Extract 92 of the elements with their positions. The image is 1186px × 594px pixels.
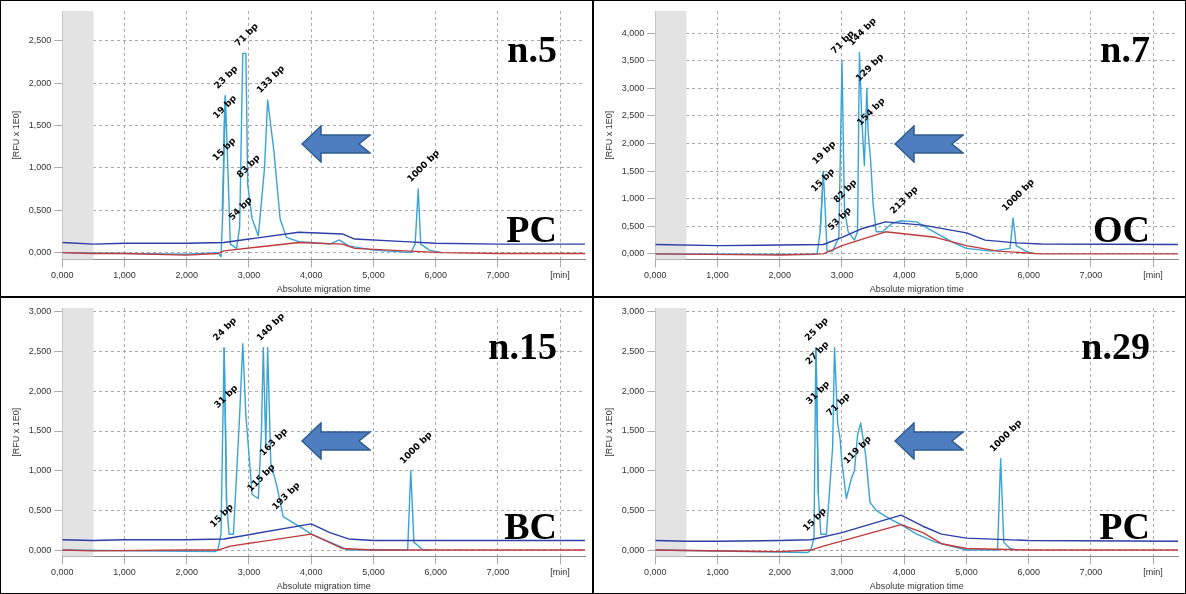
y-tick-label: 4,000 xyxy=(621,27,645,38)
y-tick-label: 2,000 xyxy=(621,137,645,148)
y-tick-label: 0,500 xyxy=(621,504,645,515)
x-tick-label: 3,000 xyxy=(237,567,261,578)
x-tick-label: 6,000 xyxy=(1017,567,1040,578)
y-tick-label: 0,000 xyxy=(28,247,52,258)
x-tick-label: 6,000 xyxy=(424,270,447,281)
x-tick-label: 4,000 xyxy=(299,270,323,281)
y-tick-label: 0,000 xyxy=(621,248,645,259)
x-tick-label: 2,000 xyxy=(175,567,199,578)
x-tick-label: 5,000 xyxy=(362,270,385,281)
annotation: n.15 xyxy=(488,324,557,367)
y-tick-label: 2,000 xyxy=(621,385,645,396)
x-tick-label: 5,000 xyxy=(955,567,978,578)
y-axis-title: [RFU x 1E0] xyxy=(10,407,21,457)
x-tick-label: 2,000 xyxy=(768,567,792,578)
x-tick-label: 0,000 xyxy=(644,270,667,281)
x-tick-label: [min] xyxy=(1143,567,1163,578)
y-tick-label: 0,000 xyxy=(621,544,645,555)
y-tick-label: 2,000 xyxy=(28,77,52,88)
x-tick-label: 1,000 xyxy=(706,567,729,578)
x-tick-label: 7,000 xyxy=(486,270,510,281)
y-tick-label: 2,500 xyxy=(621,110,645,121)
annotation: 71 bp xyxy=(232,20,261,49)
x-tick-label: 3,000 xyxy=(237,270,261,281)
x-tick-label: 6,000 xyxy=(424,567,447,578)
annotation: 15 bp xyxy=(207,501,236,530)
y-tick-label: 1,000 xyxy=(28,465,52,476)
x-tick-label: 3,000 xyxy=(830,270,854,281)
annotation: PC xyxy=(1099,505,1150,548)
annotation: 19 bp xyxy=(210,92,239,121)
y-tick-label: 1,000 xyxy=(621,465,645,476)
annotation: 54 bp xyxy=(226,194,255,223)
y-tick-label: 3,000 xyxy=(621,306,645,317)
x-tick-label: 4,000 xyxy=(892,270,916,281)
x-tick-label: [min] xyxy=(550,270,570,281)
x-axis-title: Absolute migration time xyxy=(276,581,371,592)
x-tick-label: 0,000 xyxy=(51,567,74,578)
x-tick-label: 1,000 xyxy=(113,567,136,578)
y-tick-label: 2,000 xyxy=(28,385,52,396)
annotation: 31 bp xyxy=(212,382,240,411)
annotation: 15 bp xyxy=(800,505,829,534)
annotation: 24 bp xyxy=(210,314,239,343)
y-axis-title: [RFU x 1E0] xyxy=(10,110,21,160)
x-tick-label: [min] xyxy=(1143,270,1163,281)
y-tick-label: 0,500 xyxy=(28,504,52,515)
y-tick-label: 2,500 xyxy=(621,346,645,357)
x-tick-label: 4,000 xyxy=(892,567,916,578)
y-tick-label: 1,000 xyxy=(28,162,52,173)
annotation: 19 bp xyxy=(810,138,838,166)
x-tick-label: 6,000 xyxy=(1017,270,1040,281)
y-tick-label: 2,500 xyxy=(28,35,52,46)
x-tick-label: 7,000 xyxy=(1079,567,1103,578)
y-tick-label: 1,500 xyxy=(621,425,645,436)
x-tick-label: 4,000 xyxy=(299,567,323,578)
y-tick-label: 1,500 xyxy=(28,119,52,130)
annotation: n.29 xyxy=(1081,324,1150,367)
annotation: BC xyxy=(504,505,557,548)
x-tick-label: 2,000 xyxy=(175,270,199,281)
x-tick-label: 7,000 xyxy=(1079,270,1103,281)
x-tick-label: 2,000 xyxy=(768,270,792,281)
x-tick-label: 7,000 xyxy=(486,567,510,578)
x-tick-label: 1,000 xyxy=(113,270,136,281)
y-tick-label: 2,500 xyxy=(28,346,52,357)
annotation: 23 bp xyxy=(212,63,240,91)
x-tick-label: 3,000 xyxy=(830,567,854,578)
y-tick-label: 1,500 xyxy=(621,165,645,176)
y-tick-label: 0,500 xyxy=(28,204,52,215)
y-tick-label: 3,500 xyxy=(621,55,645,66)
x-tick-label: 5,000 xyxy=(362,567,385,578)
y-tick-label: 0,000 xyxy=(28,544,52,555)
annotation: 53 bp xyxy=(825,204,854,233)
y-tick-label: 3,000 xyxy=(28,306,52,317)
y-tick-label: 0,500 xyxy=(621,220,645,231)
annotation: n.5 xyxy=(507,27,557,70)
y-axis-title: [RFU x 1E0] xyxy=(603,407,614,457)
x-axis-title: Absolute migration time xyxy=(869,284,964,295)
x-axis-title: Absolute migration time xyxy=(276,284,371,295)
annotation: OC xyxy=(1093,208,1150,251)
x-tick-label: 1,000 xyxy=(706,270,729,281)
y-tick-label: 1,000 xyxy=(621,193,645,204)
x-tick-label: 5,000 xyxy=(955,270,978,281)
annotation: n.7 xyxy=(1100,27,1150,70)
y-tick-label: 3,000 xyxy=(621,82,645,93)
x-tick-label: 0,000 xyxy=(644,567,667,578)
y-axis-title: [RFU x 1E0] xyxy=(603,110,614,160)
x-axis-title: Absolute migration time xyxy=(869,581,964,592)
y-tick-label: 1,500 xyxy=(28,425,52,436)
annotation: PC xyxy=(506,208,557,251)
x-tick-label: [min] xyxy=(550,567,570,578)
x-tick-label: 0,000 xyxy=(51,270,74,281)
annotation: 25 bp xyxy=(802,314,831,343)
